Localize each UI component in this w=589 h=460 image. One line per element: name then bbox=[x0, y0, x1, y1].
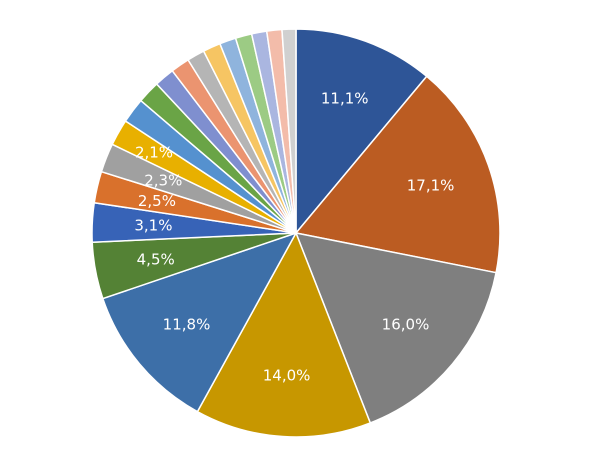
pie-slice-2 bbox=[294, 75, 501, 274]
data-label-10: 2,1% bbox=[135, 144, 173, 162]
data-label-3: 16,0% bbox=[382, 316, 430, 334]
slices-layer bbox=[91, 28, 501, 438]
data-label-5: 11,8% bbox=[163, 316, 211, 334]
pie-slice-3 bbox=[294, 231, 497, 424]
data-label-4: 14,0% bbox=[263, 367, 311, 385]
labels-layer: 11,1% 17,1% 16,0% 14,0% 11,8% 4,5% 3,1% 2,5% 2,3… bbox=[134, 90, 454, 385]
pie-slice-4 bbox=[196, 231, 372, 438]
data-label-6: 4,5% bbox=[137, 251, 175, 269]
data-label-2: 17,1% bbox=[407, 176, 455, 194]
data-label-1: 11,1% bbox=[321, 90, 369, 108]
pie-slice-21 bbox=[281, 28, 297, 234]
pie-slice-5 bbox=[101, 231, 298, 413]
data-label-9: 2,3% bbox=[144, 171, 182, 189]
data-label-7: 3,1% bbox=[134, 217, 172, 235]
pie-slice-1 bbox=[295, 28, 428, 236]
data-label-8: 2,5% bbox=[138, 192, 176, 210]
